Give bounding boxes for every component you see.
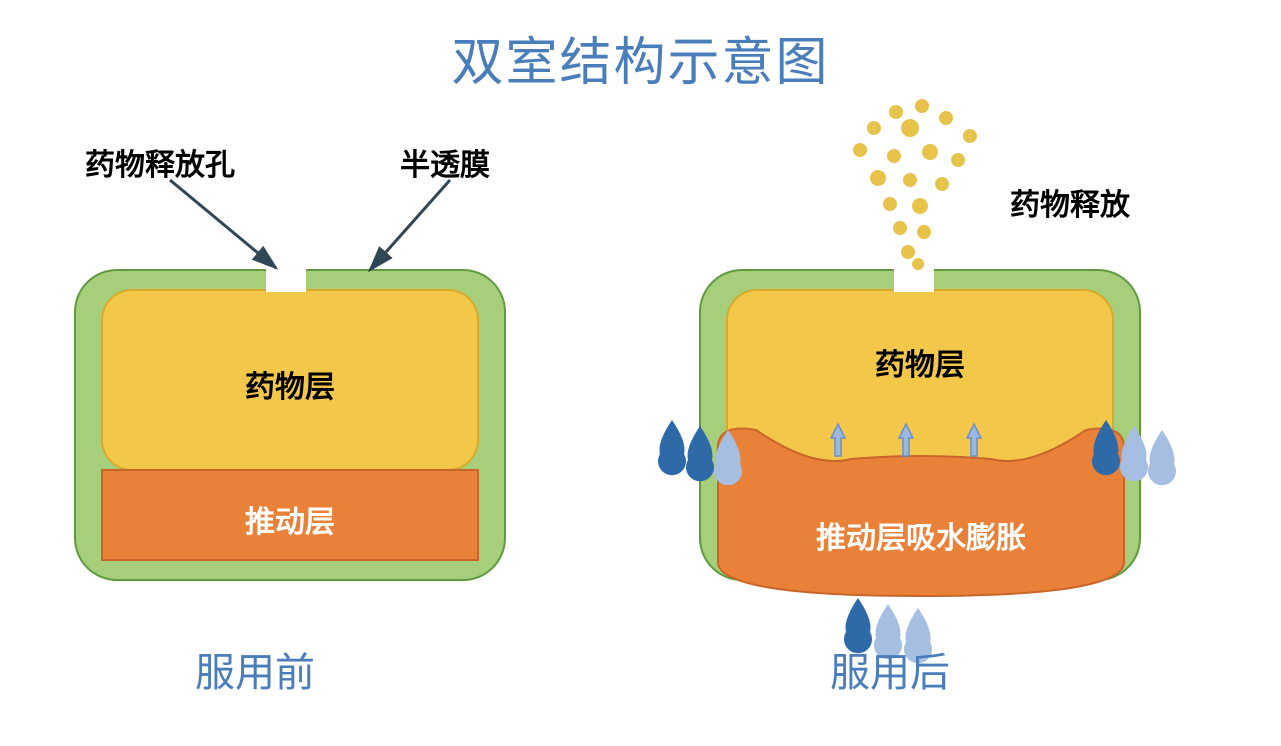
drug-particle-icon (887, 149, 901, 163)
drug-particle-icon (963, 129, 977, 143)
drug-particle-icon (901, 119, 919, 137)
drug-particle-icon (935, 177, 949, 191)
drug-particle-icon (951, 153, 965, 167)
drug-particle-icon (853, 143, 867, 157)
drug-particle-icon (922, 144, 938, 160)
drug-particle-icon (870, 170, 886, 186)
drug-particle-icon (901, 245, 915, 259)
drug-particle-icon (915, 99, 929, 113)
right-drug-layer-label: 药物层 (727, 340, 1113, 384)
right-push-layer-label: 推动层吸水膨胀 (718, 513, 1124, 557)
drug-particle-icon (893, 221, 907, 235)
drug-particle-icon (912, 258, 924, 270)
drug-particle-icon (867, 121, 881, 135)
callout-drug-release: 药物释放 (1010, 180, 1130, 224)
water-drop-icon (658, 420, 686, 475)
drug-particle-icon (889, 105, 903, 119)
diagram-stage: 双室结构示意图 药物释放孔 半透膜 药物层 推动层 服用前 药物释放 药物层 推… (0, 0, 1281, 746)
water-drop-icon (1148, 430, 1176, 485)
drug-particle-icon (912, 198, 928, 214)
drug-particle-icon (903, 173, 917, 187)
drug-particle-icon (917, 225, 931, 239)
right-caption: 服用后 (830, 640, 950, 698)
right-release-hole (894, 268, 934, 292)
drug-particle-icon (883, 197, 897, 211)
drug-particle-icon (939, 111, 953, 125)
